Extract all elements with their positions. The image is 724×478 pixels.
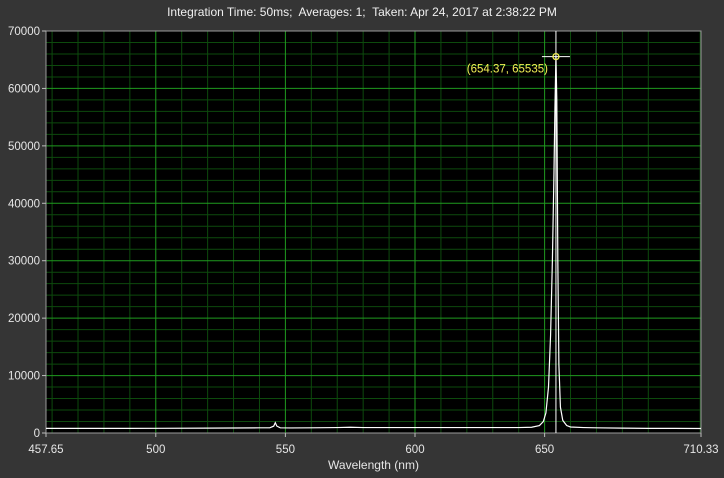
plot-area[interactable] [46,31,701,433]
x-axis-title: Wavelength (nm) [328,458,419,472]
cursor-readout: (654.37, 65535) [467,64,548,76]
x-tick-label: 550 [276,444,295,456]
x-tick-label: 710.33 [683,444,718,456]
spectrum-trace [46,56,702,430]
y-axis: 0 10000 20000 30000 40000 50000 60000 70000 [8,26,46,440]
plot-border [45,30,702,434]
minor-grid [46,31,701,433]
y-tick-label: 0 [34,428,40,440]
y-tick-label: 40000 [8,198,40,210]
y-tick-label: 50000 [8,141,40,153]
y-tick-label: 10000 [8,371,40,383]
x-tick-label: 457.65 [28,444,63,456]
x-tick-label: 600 [405,444,424,456]
y-tick-label: 70000 [8,26,40,38]
y-tick-label: 20000 [8,313,40,325]
cursor-marker[interactable] [552,52,560,61]
chart-title: Integration Time: 50ms; Averages: 1; Tak… [167,5,557,19]
major-grid [46,31,701,433]
y-tick-label: 60000 [8,83,40,95]
x-axis: 457.65 500 550 600 650 710.33 [28,433,719,456]
x-tick-label: 650 [535,444,554,456]
y-tick-label: 30000 [8,256,40,268]
x-tick-label: 500 [146,444,165,456]
